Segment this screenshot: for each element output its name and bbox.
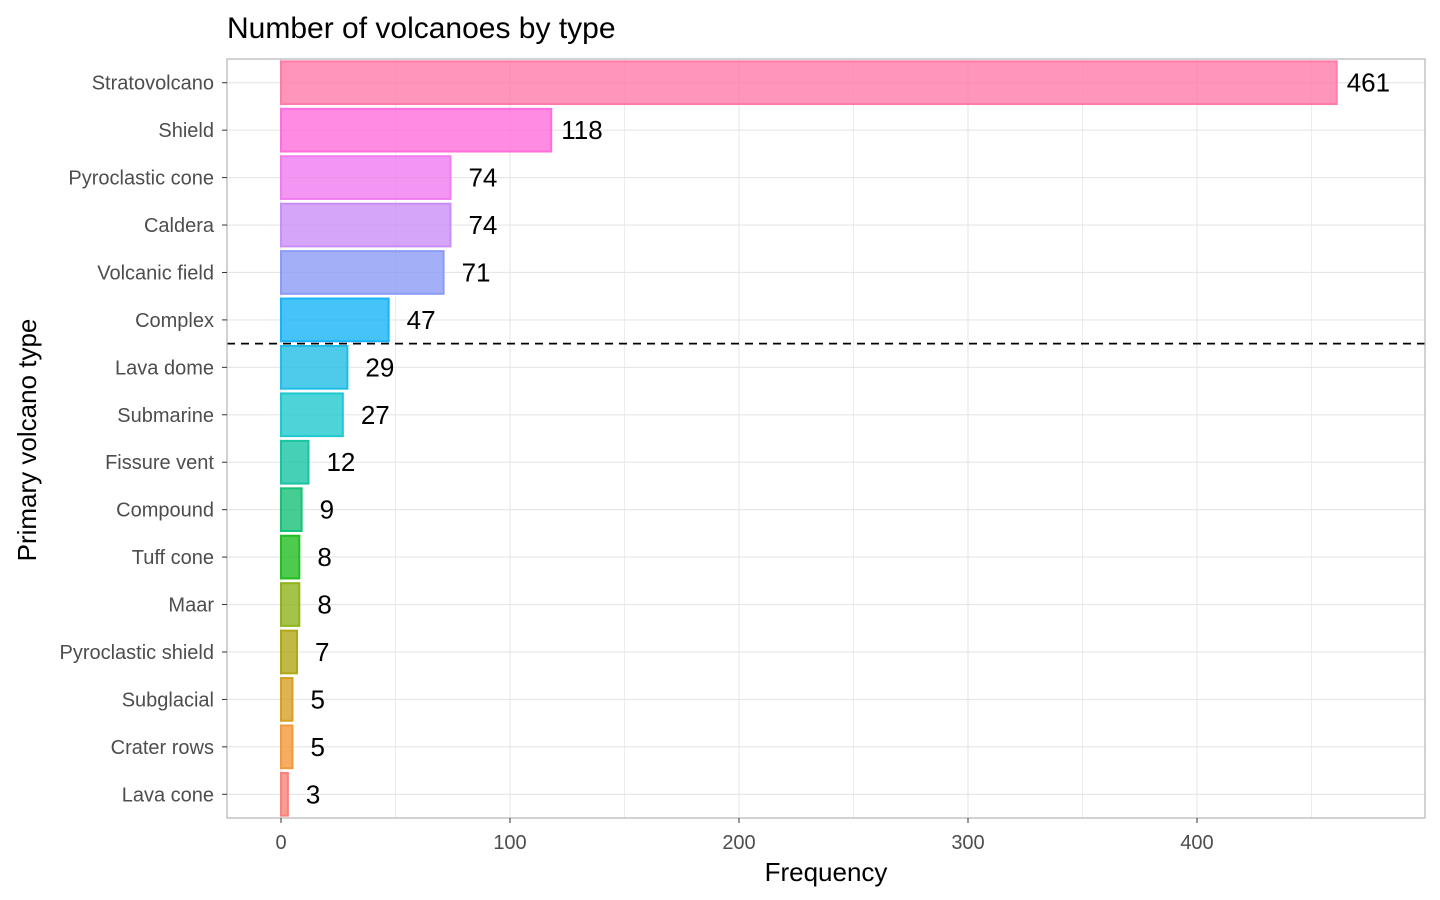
data-label: 12: [326, 447, 355, 477]
bar: [280, 392, 344, 438]
bar: [280, 297, 390, 343]
data-label: 5: [310, 684, 324, 714]
y-tick-label: Pyroclastic cone: [68, 168, 214, 190]
bar: [280, 439, 310, 485]
plot-panel-border: [226, 58, 1426, 819]
data-label: 118: [561, 115, 602, 145]
y-tick-label: Pyroclastic shield: [59, 642, 214, 664]
chart-title: Number of volcanoes by type: [227, 12, 616, 45]
y-tick-label: Caldera: [144, 215, 215, 237]
y-tick-label: Shield: [158, 120, 214, 142]
data-label: 8: [317, 542, 331, 572]
data-label: 3: [306, 779, 320, 809]
x-axis-ticks: 0 100 200 300 400: [275, 818, 1214, 854]
bar: [280, 629, 299, 675]
y-axis-title: Primary volcano type: [12, 319, 42, 562]
y-tick-label: Subglacial: [122, 689, 214, 711]
data-label: 47: [407, 305, 436, 335]
bar: [280, 60, 1338, 106]
y-tick-label: Tuff cone: [132, 547, 214, 569]
data-label: 8: [317, 590, 331, 620]
y-tick-label: Fissure vent: [105, 452, 214, 474]
bar: [280, 107, 553, 153]
data-label: 9: [320, 495, 334, 525]
y-tick-label: Lava cone: [122, 784, 214, 806]
x-tick-label: 200: [722, 832, 755, 854]
bar: [280, 582, 301, 627]
y-tick-label: Stratovolcano: [92, 73, 214, 95]
y-tick-label: Maar: [168, 595, 214, 617]
data-label: 74: [468, 163, 497, 193]
y-axis-ticks: Stratovolcano Shield Pyroclastic cone Calde…: [59, 73, 227, 806]
bar: [280, 677, 294, 722]
bar: [280, 487, 303, 533]
bar: [280, 534, 301, 580]
data-label: 71: [462, 257, 491, 287]
bar: [280, 344, 349, 390]
y-tick-label: Volcanic field: [97, 262, 214, 284]
bars: [280, 60, 1338, 817]
bar: [280, 202, 452, 248]
data-label: 74: [468, 210, 497, 240]
bar: [280, 724, 294, 770]
data-label: 461: [1347, 68, 1390, 98]
bar: [280, 250, 445, 295]
x-tick-label: 300: [951, 832, 984, 854]
data-label: 5: [310, 732, 324, 762]
x-tick-label: 100: [493, 832, 526, 854]
y-tick-label: Compound: [116, 500, 214, 522]
y-tick-label: Complex: [135, 310, 214, 332]
data-label: 29: [365, 352, 394, 382]
x-tick-label: 0: [275, 832, 286, 854]
y-tick-label: Crater rows: [111, 737, 214, 759]
y-tick-label: Submarine: [117, 405, 214, 427]
data-label: 7: [315, 637, 329, 667]
y-tick-label: Lava dome: [115, 357, 214, 379]
bar: [280, 155, 452, 200]
data-label: 27: [361, 400, 390, 430]
x-axis-title: Frequency: [765, 857, 888, 887]
bar: [280, 771, 289, 817]
x-tick-label: 400: [1180, 832, 1213, 854]
